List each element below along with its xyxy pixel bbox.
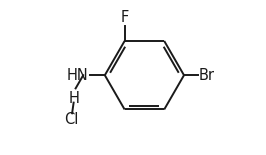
Text: F: F (120, 9, 129, 24)
Text: Br: Br (199, 68, 215, 83)
Text: H: H (69, 91, 80, 106)
Text: Cl: Cl (64, 112, 78, 127)
Text: HN: HN (67, 68, 89, 83)
